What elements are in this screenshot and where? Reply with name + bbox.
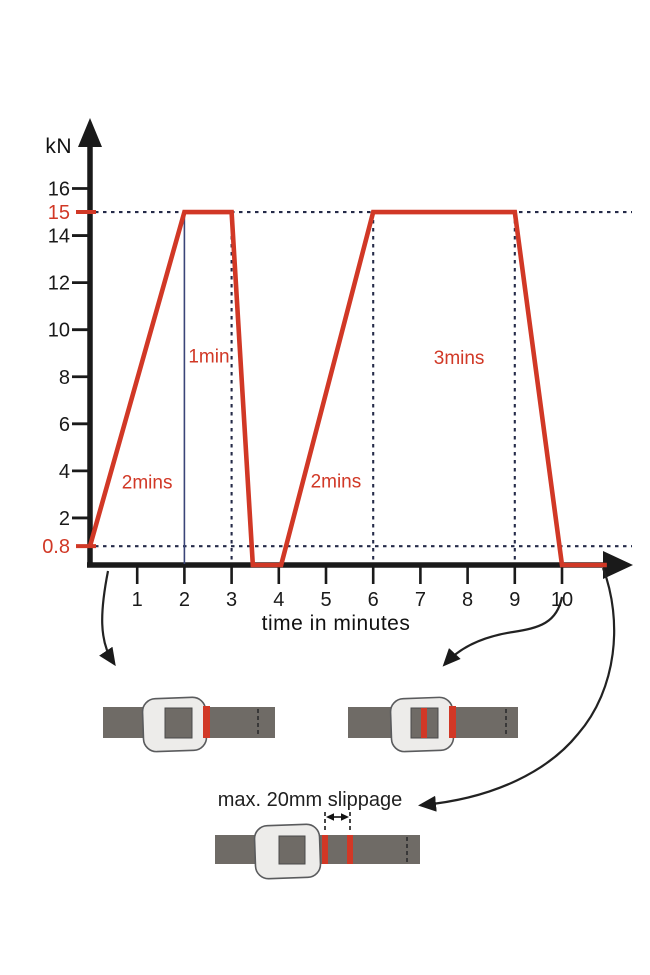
duration-label: 1min <box>188 347 229 368</box>
y-tick-label: 4 <box>59 461 70 483</box>
x-axis-arrowhead-icon <box>603 551 633 579</box>
y-tick-label: 12 <box>48 273 70 295</box>
arrow-to-slippage-belt-icon <box>418 567 616 812</box>
y-tick-label: 15 <box>48 202 70 224</box>
y-tick-label: 10 <box>48 320 70 342</box>
buckle-window <box>278 835 306 865</box>
measure-arrowhead-right-icon <box>341 813 349 821</box>
mark-after <box>347 835 353 864</box>
reference-mark <box>449 706 456 738</box>
axes <box>78 118 633 579</box>
x-tick-label: 2 <box>179 589 190 611</box>
x-tick-label: 7 <box>415 589 426 611</box>
duration-label: 3mins <box>434 348 485 369</box>
belt-illustration-start <box>103 696 275 753</box>
reference-mark <box>203 706 210 738</box>
x-tick-label: 8 <box>462 589 473 611</box>
y-tick-label: 14 <box>48 226 70 248</box>
slipped-mark <box>421 708 427 738</box>
y-tick-label: 16 <box>48 179 70 201</box>
x-tick-label: 1 <box>132 589 143 611</box>
duration-label: 2mins <box>122 472 173 493</box>
x-axis-label: time in minutes <box>262 612 411 635</box>
pointer-arrows <box>99 567 616 812</box>
buckle-window <box>164 707 193 739</box>
arrow-to-start-belt-icon <box>99 570 116 667</box>
x-tick-label: 3 <box>226 589 237 611</box>
x-tick-label: 4 <box>273 589 284 611</box>
reference-lines <box>95 211 632 564</box>
series <box>87 209 607 568</box>
duration-label: 2mins <box>311 471 362 492</box>
x-tick-label: 9 <box>509 589 520 611</box>
y-axis-label: kN <box>45 135 72 158</box>
measure-arrowhead-left-icon <box>326 813 334 821</box>
y-tick-label: 8 <box>59 367 70 389</box>
y-tick-label: 6 <box>59 414 70 436</box>
y-tick-label: 0.8 <box>42 536 70 558</box>
x-tick-label: 5 <box>320 589 331 611</box>
belt-illustration-end <box>348 696 518 753</box>
duration-annotations: 2mins 1min 2mins 3mins <box>122 347 485 494</box>
x-ticks: 1 2 3 4 5 6 7 8 9 10 <box>132 567 573 611</box>
slippage-label: max. 20mm slippage <box>218 789 403 811</box>
y-tick-label: 2 <box>59 508 70 530</box>
belt-illustration-slippage: max. 20mm slippage <box>215 789 420 880</box>
x-tick-label: 6 <box>368 589 379 611</box>
load-curve <box>87 209 607 568</box>
y-axis-arrowhead-icon <box>78 118 102 147</box>
arrow-to-end-belt-icon <box>442 596 564 667</box>
mark-before <box>322 835 328 864</box>
